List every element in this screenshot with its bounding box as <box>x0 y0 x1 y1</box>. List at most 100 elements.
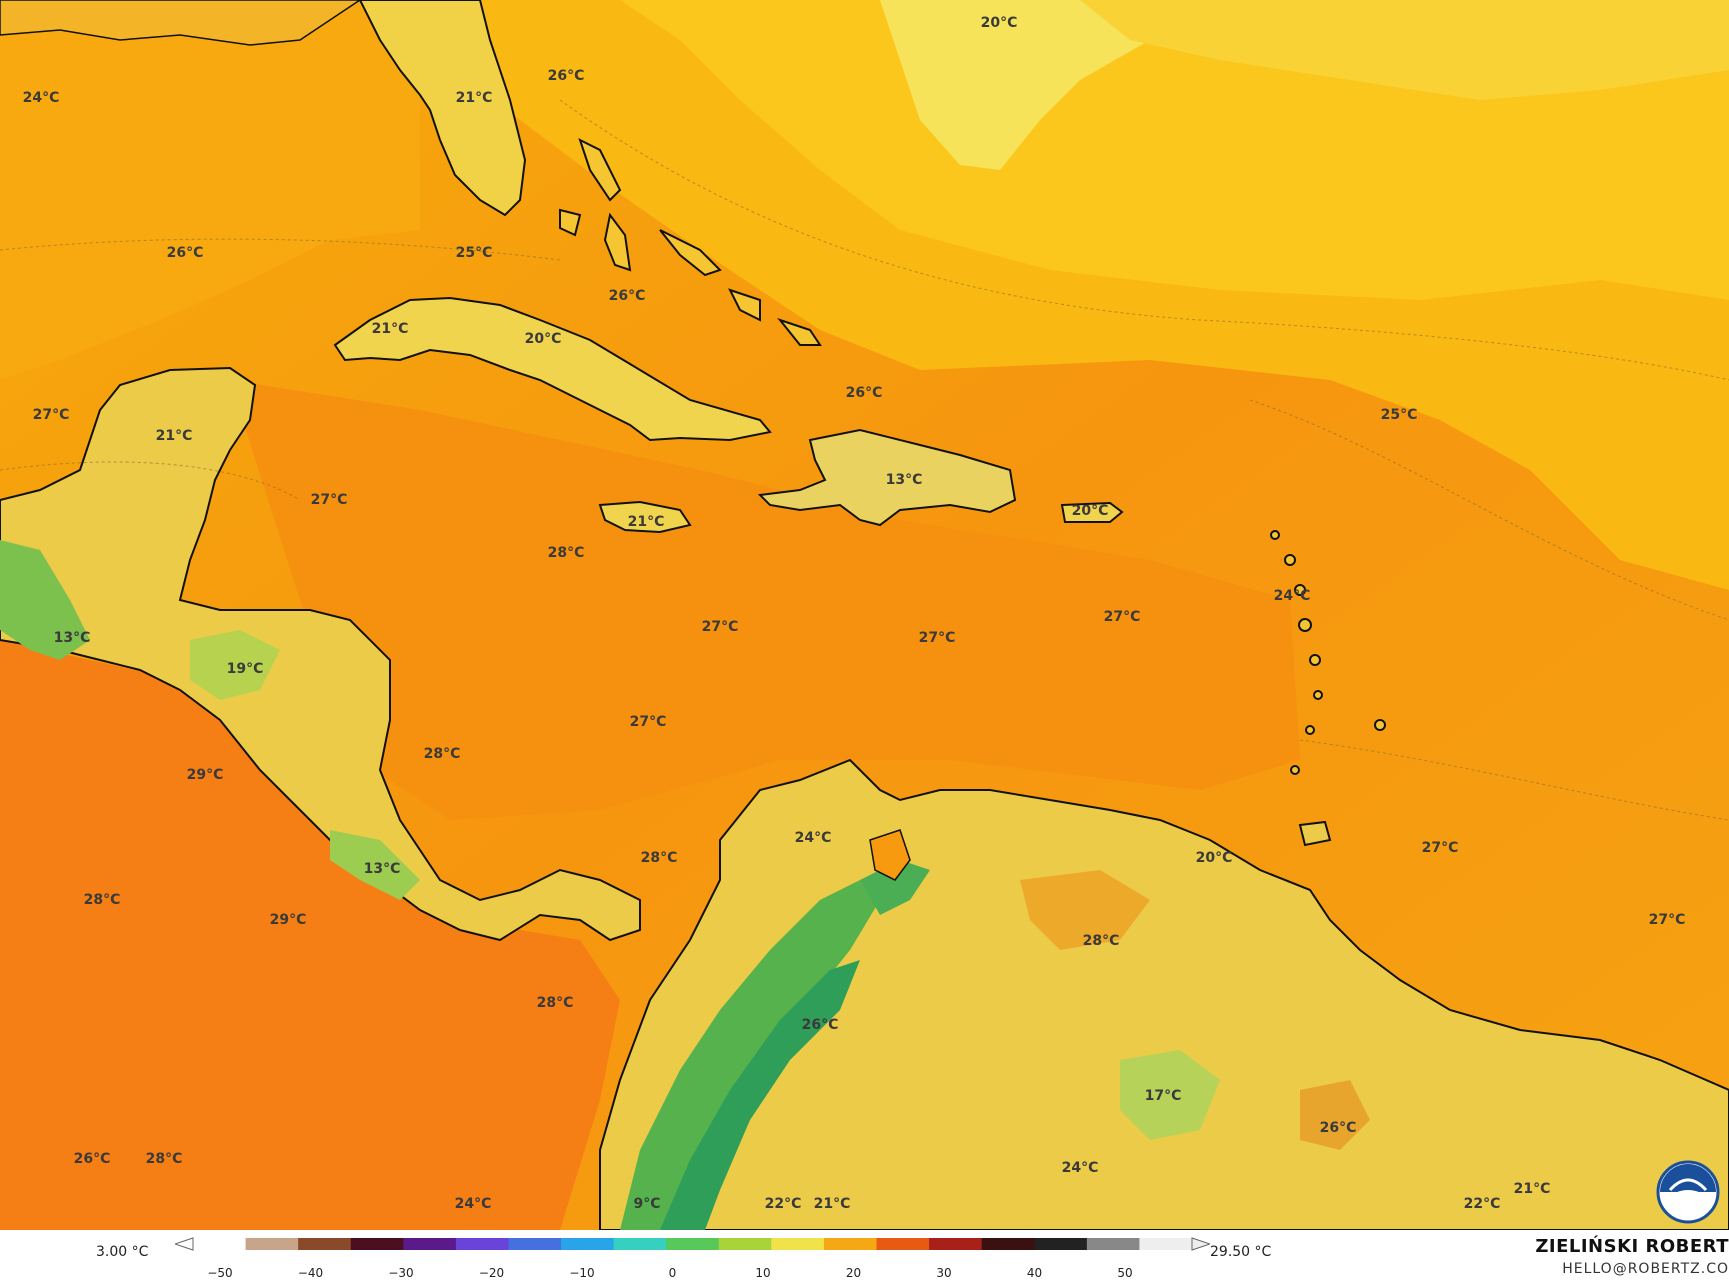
atlantic-pale-zone-2 <box>1080 0 1729 100</box>
temperature-label: 27°C <box>32 407 70 423</box>
temperature-map: 20°C 24°C 21°C 26°C 26°C 25°C 26°C 21°C 20°C 26°C… <box>0 0 1729 1230</box>
colorbar-tick-label: 40 <box>1026 1266 1043 1280</box>
temperature-label: 24°C <box>1061 1160 1099 1176</box>
temperature-label: 28°C <box>1082 933 1120 949</box>
colorbar-tick-label: −10 <box>569 1266 595 1280</box>
temperature-label: 22°C <box>1463 1196 1501 1212</box>
temperature-label: 27°C <box>1421 840 1459 856</box>
jamaica-landmass <box>598 500 692 534</box>
temperature-label: 28°C <box>536 995 574 1011</box>
scale-min-label: 3.00 °C <box>96 1244 149 1260</box>
colorbar-segment <box>193 1238 247 1250</box>
gulf-zone <box>0 0 420 380</box>
colorbar-tick-label: 30 <box>936 1266 952 1280</box>
temperature-label: 26°C <box>547 68 585 84</box>
colorbar-segment <box>403 1238 457 1250</box>
temperature-label: 21°C <box>1513 1181 1551 1197</box>
temperature-label: 17°C <box>1144 1088 1182 1104</box>
temperature-label: 24°C <box>22 90 60 106</box>
temperature-label: 28°C <box>145 1151 183 1167</box>
temperature-label: 26°C <box>801 1017 839 1033</box>
hispaniola-landmass <box>757 428 1017 527</box>
colorbar-segment <box>929 1238 983 1250</box>
temperature-label: 24°C <box>794 830 832 846</box>
colorbar-tick-label: −30 <box>388 1266 414 1280</box>
colorbar-segment <box>823 1238 878 1250</box>
guiana-highland <box>1120 1050 1220 1140</box>
temperature-label: 28°C <box>423 746 461 762</box>
temperature-label: 9°C <box>633 1196 661 1212</box>
author-email: HELLO@ROBERTZ.CO <box>1562 1261 1729 1277</box>
bahamas-islands <box>559 138 822 346</box>
temperature-label: 27°C <box>918 630 956 646</box>
temperature-label: 21°C <box>455 90 493 106</box>
honduras-highland <box>190 630 280 700</box>
temperature-label: 13°C <box>885 472 923 488</box>
colorbar-segment <box>455 1238 509 1250</box>
temperature-label: 25°C <box>1380 407 1418 423</box>
noaa-logo-icon <box>1656 1160 1720 1224</box>
temperature-label: 26°C <box>608 288 646 304</box>
colorbar-segment <box>508 1238 562 1250</box>
temperature-label: 20°C <box>980 15 1018 31</box>
temperature-label: 29°C <box>186 767 224 783</box>
colorbar-tick-label: 20 <box>845 1266 862 1280</box>
lesser-antilles <box>1270 530 1386 775</box>
temperature-label: 27°C <box>310 492 348 508</box>
colorbar-segment <box>1086 1238 1140 1250</box>
temperature-label: 13°C <box>363 861 401 877</box>
temperature-label: 28°C <box>547 545 585 561</box>
temperature-label: 13°C <box>53 630 91 646</box>
gulf-coast-north <box>0 0 362 46</box>
colorbar-segment <box>1034 1238 1088 1250</box>
temperature-label: 26°C <box>73 1151 111 1167</box>
venezuela-warm <box>1020 870 1150 950</box>
colorbar-tick-label: −50 <box>207 1266 233 1280</box>
scale-max-label: 29.50 °C <box>1210 1244 1272 1260</box>
temperature-label: 28°C <box>83 892 121 908</box>
costa-rica-highland <box>330 830 420 900</box>
temperature-label: 19°C <box>226 661 264 677</box>
colorbar-segment <box>718 1238 772 1250</box>
temperature-label: 29°C <box>269 912 307 928</box>
colorbar-segment <box>1139 1238 1193 1250</box>
colorbar-segment <box>298 1238 352 1250</box>
author-credit: ZIELIŃSKI ROBERT <box>1535 1236 1729 1257</box>
colorbar-tick-label: 0 <box>668 1266 677 1280</box>
central-america-landmass <box>0 366 641 942</box>
cuba-landmass <box>333 296 772 442</box>
temperature-colorbar <box>175 1237 1210 1251</box>
temperature-label: 26°C <box>845 385 883 401</box>
temperature-label: 26°C <box>166 245 204 261</box>
temperature-label: 21°C <box>155 428 193 444</box>
colorbar-tick-label: 50 <box>1117 1266 1133 1280</box>
florida-landmass <box>358 0 527 217</box>
temperature-label: 27°C <box>629 714 667 730</box>
merida-highland <box>860 860 930 915</box>
colorbar-right-arrow <box>1191 1237 1210 1251</box>
andes-highland-dark <box>660 960 860 1230</box>
trinidad-landmass <box>1298 820 1332 847</box>
temperature-label: 20°C <box>524 331 562 347</box>
atlantic-pale-zone <box>880 0 1150 170</box>
guatemala-highland <box>0 540 90 660</box>
colorbar-left-arrow <box>175 1237 194 1251</box>
colorbar-segment <box>350 1238 404 1250</box>
colorbar-tick-label: 10 <box>755 1266 771 1280</box>
colorbar-tick-label: −20 <box>478 1266 505 1280</box>
temperature-label: 20°C <box>1071 503 1109 519</box>
temperature-label: 25°C <box>455 245 493 261</box>
lake-maracaibo <box>869 829 911 881</box>
temperature-label: 27°C <box>1648 912 1686 928</box>
temperature-label: 28°C <box>640 850 678 866</box>
temperature-label: 21°C <box>371 321 409 337</box>
legend-footer: 3.00 °C −50 −40 −30 −20 −10 0 10 20 30 40 50 29.50… <box>0 1230 1729 1287</box>
colorbar-segment <box>771 1238 825 1250</box>
pacific-zone <box>0 640 620 1230</box>
temperature-label: 20°C <box>1195 850 1233 866</box>
colorbar-segment <box>245 1238 299 1250</box>
isotherm-lines <box>0 99 1729 821</box>
andes-highland <box>620 880 880 1230</box>
colorbar-segment <box>981 1238 1035 1250</box>
temperature-label: 27°C <box>1103 609 1141 625</box>
